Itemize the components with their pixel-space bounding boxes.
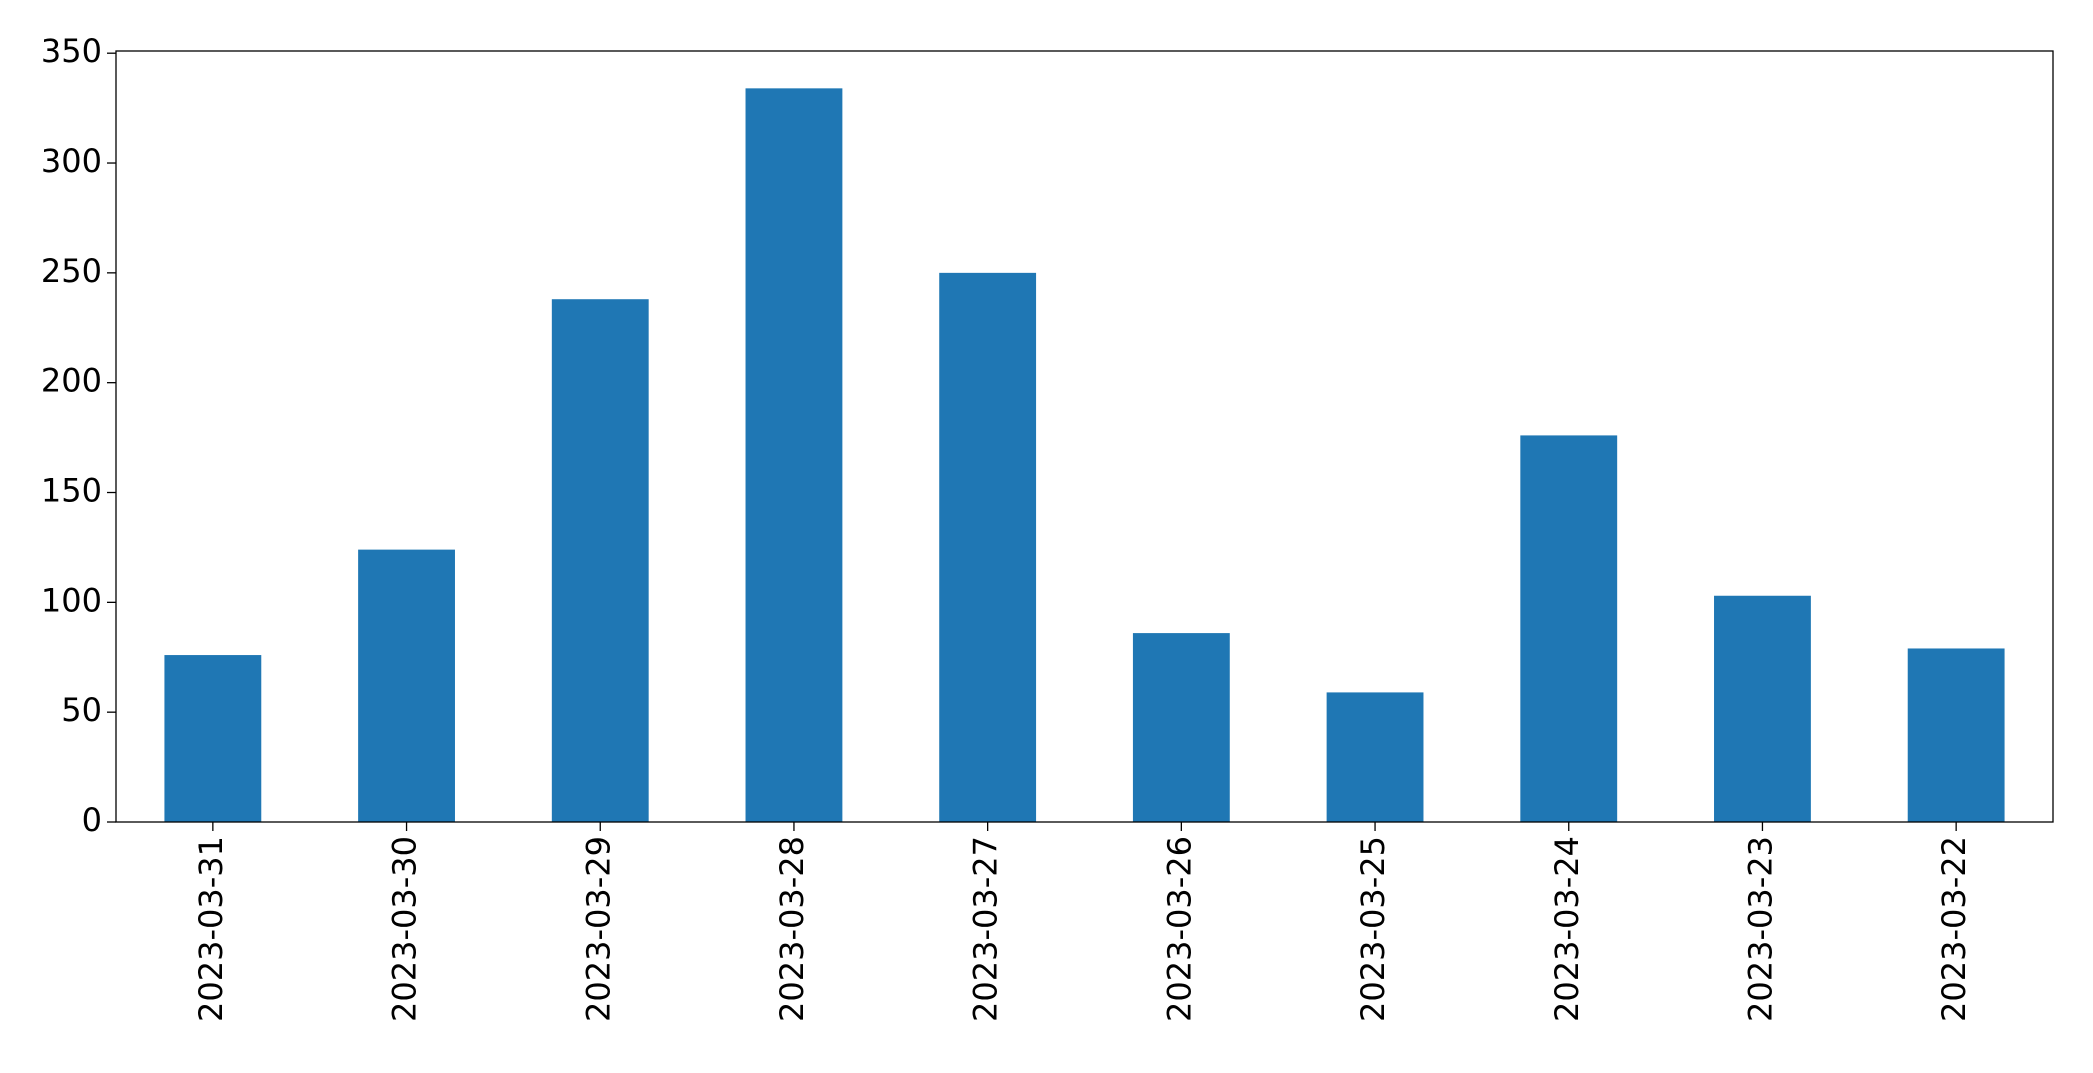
bar bbox=[1132, 633, 1230, 822]
bar bbox=[358, 549, 455, 822]
y-tick-label: 50 bbox=[61, 691, 102, 729]
bar bbox=[1326, 692, 1424, 822]
plot-frame bbox=[115, 50, 2054, 823]
x-tick-label: 2023-03-31 bbox=[192, 836, 230, 1022]
x-tick-label: 2023-03-29 bbox=[579, 836, 617, 1022]
y-tick-label: 150 bbox=[41, 472, 102, 510]
bar bbox=[164, 655, 262, 822]
bar bbox=[1714, 595, 1811, 822]
x-tick-label: 2023-03-26 bbox=[1160, 836, 1198, 1022]
y-tick-label: 300 bbox=[41, 142, 102, 180]
x-tick-label: 2023-03-30 bbox=[386, 836, 424, 1022]
x-tick-label: 2023-03-24 bbox=[1548, 836, 1586, 1022]
bar bbox=[551, 299, 649, 822]
x-tick-label: 2023-03-28 bbox=[773, 836, 811, 1022]
y-tick-label: 100 bbox=[41, 581, 102, 619]
y-tick-label: 200 bbox=[41, 362, 102, 400]
y-tick-label: 350 bbox=[41, 32, 102, 70]
bar bbox=[745, 88, 843, 823]
x-tick-label: 2023-03-22 bbox=[1935, 836, 1973, 1022]
x-tick-label: 2023-03-27 bbox=[967, 836, 1005, 1022]
bar bbox=[1520, 435, 1618, 822]
x-tick-label: 2023-03-25 bbox=[1354, 836, 1392, 1022]
bar bbox=[939, 272, 1037, 822]
x-tick-label: 2023-03-23 bbox=[1741, 836, 1779, 1022]
y-tick-label: 250 bbox=[41, 252, 102, 290]
bar bbox=[1907, 648, 2005, 822]
y-tick-label: 0 bbox=[82, 801, 102, 839]
